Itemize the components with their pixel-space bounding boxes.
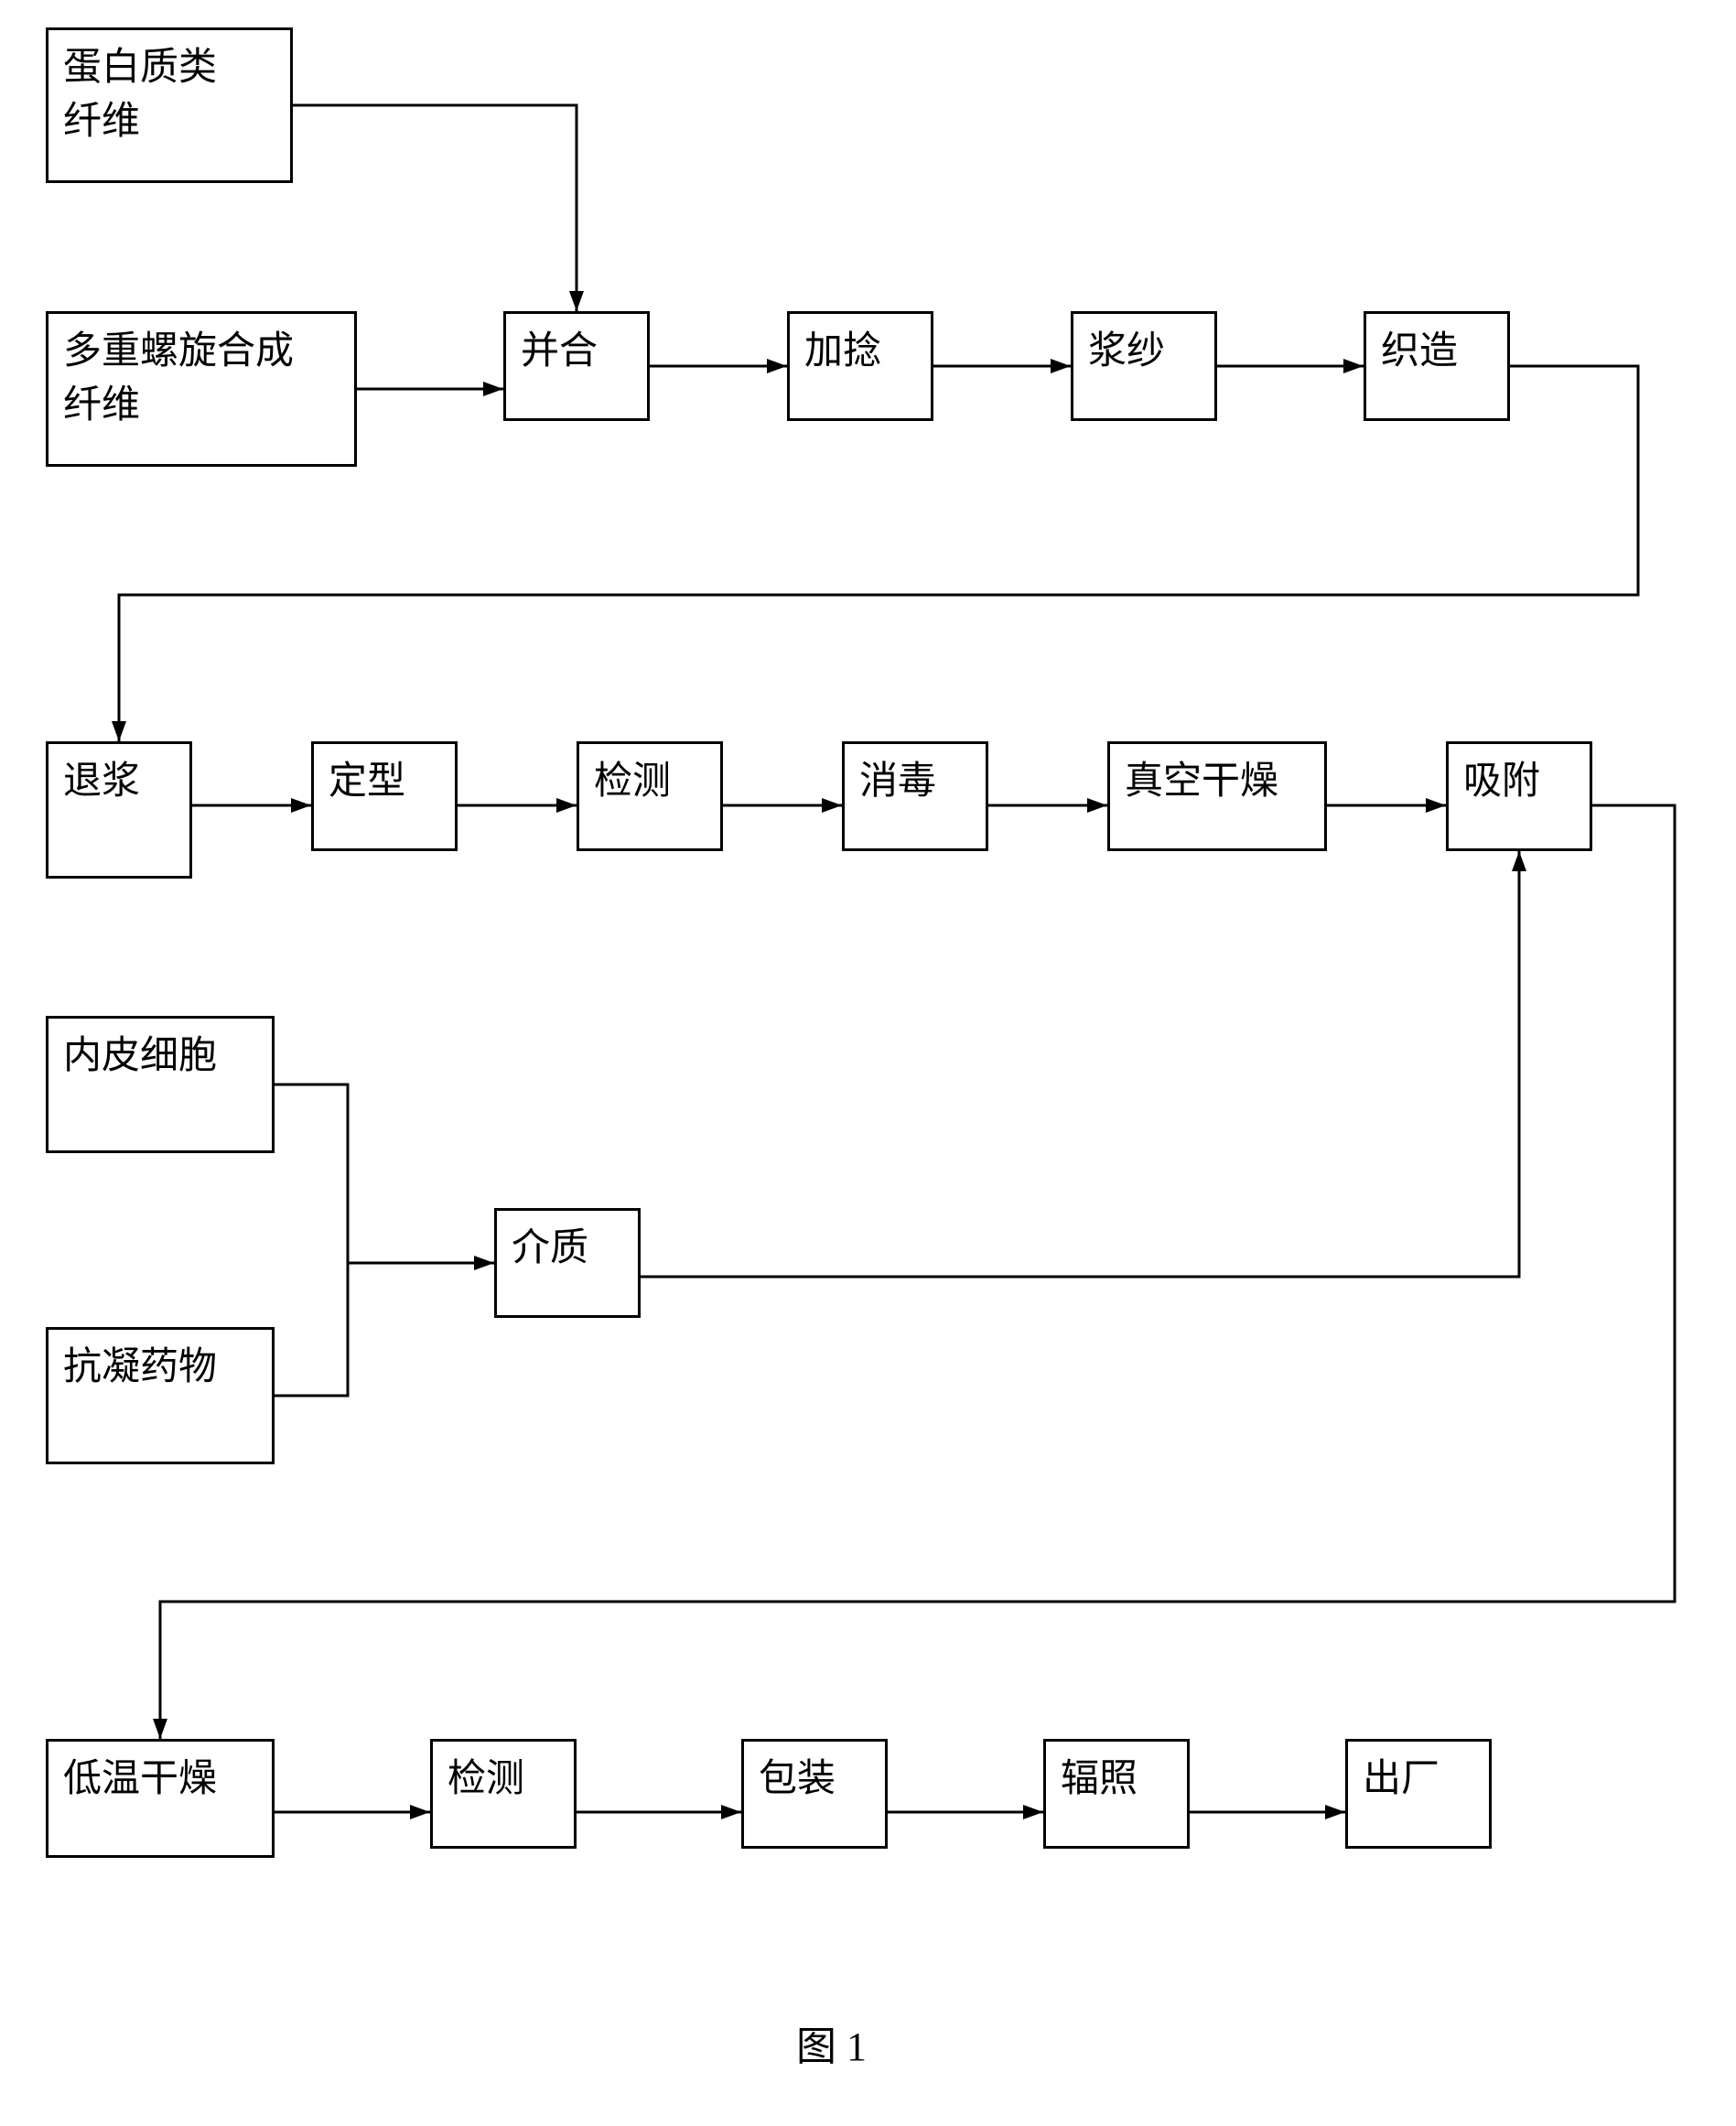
arrowhead-setting-inspect1: [556, 798, 577, 813]
node-label-weaving: 织造: [1381, 325, 1458, 379]
arrowhead-merge-twist: [767, 359, 787, 373]
edge-protein_fiber-merge: [293, 105, 577, 311]
node-label-multispiral: 多重螺旋合成 纤维: [63, 325, 294, 433]
node-twist: 加捻: [787, 311, 933, 421]
node-weaving: 织造: [1364, 311, 1510, 421]
node-label-twist: 加捻: [804, 325, 881, 379]
node-shipment: 出厂: [1345, 1739, 1492, 1849]
node-protein_fiber: 蛋白质类 纤维: [46, 27, 293, 183]
node-label-anticoagulant: 抗凝药物: [63, 1341, 217, 1395]
node-label-low_temp_dry: 低温干燥: [63, 1753, 217, 1807]
arrowhead-medium-adsorb: [1512, 851, 1526, 871]
node-label-protein_fiber: 蛋白质类 纤维: [63, 41, 217, 149]
figure-label: 图 1: [796, 2013, 867, 2072]
node-anticoagulant: 抗凝药物: [46, 1327, 275, 1464]
node-disinfect: 消毒: [842, 741, 988, 851]
arrowhead-weaving-desizing: [112, 721, 126, 741]
arrowhead-disinfect-vacuum_dry: [1087, 798, 1107, 813]
node-label-sizing: 浆纱: [1088, 325, 1165, 379]
arrowhead-sizing-weaving: [1343, 359, 1364, 373]
node-irradiation: 辐照: [1043, 1739, 1190, 1849]
node-low_temp_dry: 低温干燥: [46, 1739, 275, 1858]
node-label-medium: 介质: [512, 1222, 588, 1276]
node-sizing: 浆纱: [1071, 311, 1217, 421]
node-medium: 介质: [494, 1208, 641, 1318]
node-label-inspect1: 检测: [594, 755, 671, 809]
node-merge: 并合: [503, 311, 650, 421]
node-label-vacuum_dry: 真空干燥: [1125, 755, 1278, 809]
node-label-merge: 并合: [521, 325, 598, 379]
arrowhead-twist-sizing: [1051, 359, 1071, 373]
node-inspect1: 检测: [577, 741, 723, 851]
arrowhead-desizing-setting: [291, 798, 311, 813]
edge-medium-adsorb: [641, 851, 1519, 1277]
edge-adsorb-low_temp_dry: [160, 805, 1675, 1739]
arrowhead-protein_fiber-merge: [569, 291, 584, 311]
node-label-desizing: 退浆: [63, 755, 140, 809]
node-label-shipment: 出厂: [1363, 1753, 1439, 1807]
node-vacuum_dry: 真空干燥: [1107, 741, 1327, 851]
arrowhead-inspect1-disinfect: [822, 798, 842, 813]
node-label-endothelial: 内皮细胞: [63, 1030, 217, 1084]
node-label-irradiation: 辐照: [1061, 1753, 1138, 1807]
arrowhead-inspect2-packaging: [721, 1805, 741, 1819]
node-label-inspect2: 检测: [447, 1753, 524, 1807]
arrowhead-packaging-irradiation: [1023, 1805, 1043, 1819]
node-endothelial: 内皮细胞: [46, 1016, 275, 1153]
edge-anticoagulant-medium_join: [275, 1263, 348, 1396]
node-multispiral: 多重螺旋合成 纤维: [46, 311, 357, 467]
arrowhead-endothelial-medium: [474, 1256, 494, 1270]
arrowhead-adsorb-low_temp_dry: [153, 1719, 167, 1739]
arrowhead-vacuum_dry-adsorb: [1426, 798, 1446, 813]
node-inspect2: 检测: [430, 1739, 577, 1849]
arrowhead-multispiral-merge: [483, 382, 503, 396]
node-label-adsorb: 吸附: [1463, 755, 1540, 809]
arrowhead-irradiation-shipment: [1325, 1805, 1345, 1819]
node-desizing: 退浆: [46, 741, 192, 879]
node-setting: 定型: [311, 741, 458, 851]
arrowhead-low_temp_dry-inspect2: [410, 1805, 430, 1819]
edge-endothelial-medium: [275, 1085, 494, 1263]
node-label-packaging: 包装: [759, 1753, 836, 1807]
node-label-disinfect: 消毒: [859, 755, 936, 809]
node-adsorb: 吸附: [1446, 741, 1592, 851]
node-packaging: 包装: [741, 1739, 888, 1849]
node-label-setting: 定型: [329, 755, 405, 809]
